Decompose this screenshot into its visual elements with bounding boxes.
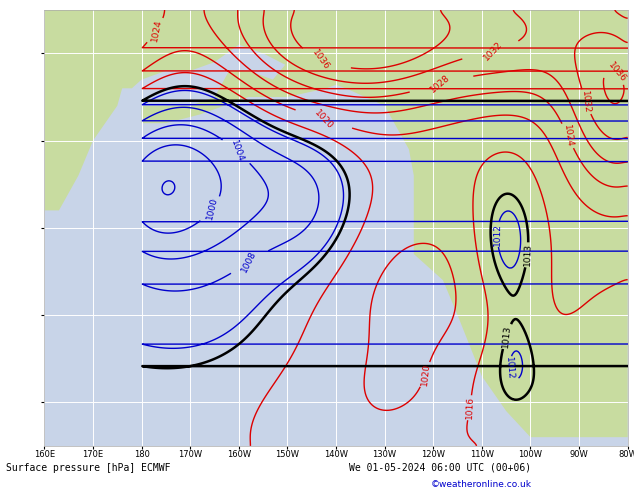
Polygon shape: [44, 10, 297, 88]
Text: 1020: 1020: [312, 108, 334, 131]
Text: We 01-05-2024 06:00 UTC (00+06): We 01-05-2024 06:00 UTC (00+06): [349, 463, 531, 473]
Text: 1000: 1000: [205, 196, 219, 221]
Polygon shape: [141, 53, 351, 123]
Text: 1013: 1013: [501, 325, 512, 348]
Text: 1024: 1024: [562, 124, 574, 148]
Text: 1008: 1008: [240, 250, 258, 274]
Text: 1004: 1004: [230, 139, 245, 164]
Text: 1024: 1024: [150, 18, 163, 42]
Text: 1012: 1012: [493, 223, 502, 246]
Text: Surface pressure [hPa] ECMWF: Surface pressure [hPa] ECMWF: [6, 463, 171, 473]
Text: 1012: 1012: [505, 357, 515, 380]
Text: 1016: 1016: [465, 396, 475, 419]
Text: 1032: 1032: [580, 90, 592, 114]
Polygon shape: [141, 10, 628, 437]
Text: 1013: 1013: [522, 243, 533, 267]
Text: 1020: 1020: [420, 363, 431, 386]
Text: ©weatheronline.co.uk: ©weatheronline.co.uk: [431, 480, 532, 489]
Text: 1036: 1036: [310, 48, 331, 72]
Text: 1028: 1028: [429, 73, 452, 95]
Text: 1032: 1032: [482, 39, 504, 62]
Text: 1036: 1036: [606, 61, 628, 84]
Polygon shape: [44, 10, 127, 210]
